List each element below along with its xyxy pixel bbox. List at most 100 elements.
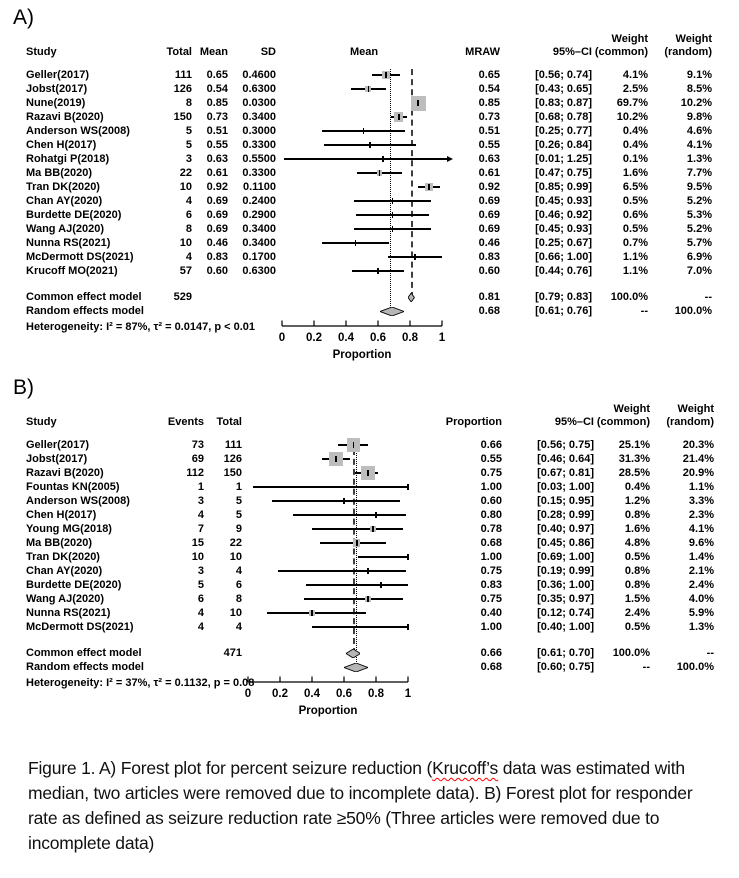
- point-estimate-tick: [391, 212, 394, 218]
- study-name: Chen H(2017): [26, 509, 97, 521]
- effect-value: 0.40: [480, 607, 502, 619]
- weight-random-header-top: Weight: [677, 402, 714, 415]
- ci-value: [0.19; 0.99]: [537, 565, 594, 577]
- axis-tick-label: 1: [405, 688, 412, 700]
- ci-value: [0.45; 0.93]: [535, 223, 592, 235]
- left-column-header: Total: [166, 46, 192, 58]
- weight-random-value: 2.4%: [688, 579, 714, 591]
- weight-random-header-top: Weight: [675, 32, 712, 45]
- forest-plot-cell: [276, 166, 452, 180]
- ci-value: [0.25; 0.67]: [535, 237, 592, 249]
- weight-common-value: 0.5%: [624, 551, 650, 563]
- study-stat: 0.3300: [242, 167, 276, 179]
- weight-common-header: (common): [596, 416, 650, 428]
- study-name: Tran DK(2020): [26, 551, 100, 563]
- study-stat: 0.3400: [242, 223, 276, 235]
- study-name: Wang AJ(2020): [26, 223, 105, 235]
- forest-plot-cell: [276, 152, 454, 166]
- weight-common-value: 0.5%: [622, 195, 648, 207]
- study-stat: 10: [179, 181, 192, 193]
- study-stat: 5: [235, 509, 242, 521]
- point-estimate-tick: [356, 540, 358, 546]
- study-stat: 5: [235, 495, 242, 507]
- forest-plot-cell: [242, 522, 418, 536]
- weight-random-value: 20.9%: [682, 467, 714, 479]
- study-stat: 0.60: [206, 265, 228, 277]
- forest-plot-cell: [242, 480, 418, 494]
- point-estimate-tick: [311, 610, 313, 616]
- point-estimate-tick: [380, 582, 382, 588]
- effect-value: 0.68: [480, 661, 502, 673]
- study-stat: 69: [191, 453, 204, 465]
- effect-value: 0.60: [480, 495, 502, 507]
- point-estimate-tick: [367, 596, 369, 602]
- study-stat: 0.3000: [242, 125, 276, 137]
- weight-common-value: 0.5%: [624, 621, 650, 633]
- point-estimate-tick: [372, 526, 374, 532]
- study-row: Burdette DE(2020) 5 6 0.83 [0.36; 1.00] 0.8% 2…: [0, 578, 739, 592]
- ci-value: [0.12; 0.74]: [537, 607, 594, 619]
- ci-line: [305, 584, 408, 586]
- weight-common-value: 1.5%: [624, 593, 650, 605]
- effect-value: 0.92: [478, 181, 500, 193]
- point-estimate-tick: [417, 100, 419, 106]
- study-stat: 0.6300: [242, 265, 276, 277]
- random-effects-row: Random effects model 0.68 [0.60; 0.75] -- 10…: [0, 660, 739, 674]
- ci-column-header: 95%–CI: [552, 46, 592, 58]
- study-stat: 5: [185, 139, 192, 151]
- study-name: Razavi B(2020): [26, 111, 104, 123]
- plot-body: Geller(2017) 111 0.65 0.4600 0.65 [0.56; 0.74…: [0, 68, 739, 318]
- weight-random-value: 4.0%: [688, 593, 714, 605]
- spacer-row: [0, 278, 739, 290]
- weight-random-value: 2.1%: [688, 565, 714, 577]
- plot-column-header: Mean: [349, 46, 379, 58]
- weight-random-value: 6.9%: [686, 251, 712, 263]
- study-name: McDermott DS(2021): [26, 251, 134, 263]
- weight-random-value: 4.1%: [688, 523, 714, 535]
- weight-common-header: (common): [594, 46, 648, 58]
- effect-value: 1.00: [480, 551, 502, 563]
- effect-value: 0.66: [480, 439, 502, 451]
- point-estimate-tick: [367, 568, 369, 574]
- figure-caption: Figure 1. A) Forest plot for percent sei…: [28, 756, 711, 855]
- study-stat: 22: [229, 537, 242, 549]
- ci-value: [0.45; 0.93]: [535, 195, 592, 207]
- weight-common-value: 4.8%: [624, 537, 650, 549]
- ci-value: [0.45; 0.86]: [537, 537, 594, 549]
- ci-column-header: 95%–CI: [554, 416, 594, 428]
- weight-common-value: 0.8%: [624, 579, 650, 591]
- ci-line: [312, 528, 404, 530]
- study-stat: 126: [173, 83, 192, 95]
- weight-random-value: 2.3%: [688, 509, 714, 521]
- study-stat: 4: [197, 607, 204, 619]
- weight-random-value: 9.8%: [686, 111, 712, 123]
- left-column-header: Mean: [199, 46, 228, 58]
- forest-plot-cell: [276, 264, 452, 278]
- study-name: McDermott DS(2021): [26, 621, 134, 633]
- ci-value: [0.35; 0.97]: [537, 593, 594, 605]
- forest-panel-a: A) Weight Weight Study Total Mean SD Mean MRAW 9…: [0, 6, 739, 370]
- ci-value: [0.36; 1.00]: [537, 579, 594, 591]
- study-row: Krucoff MO(2021) 57 0.60 0.6300 0.60 [0.44; 0…: [0, 264, 739, 278]
- study-stat: 22: [179, 167, 192, 179]
- weight-random-value: 21.4%: [682, 453, 714, 465]
- study-stat: 0.69: [206, 223, 228, 235]
- weight-common-value: 25.1%: [618, 439, 650, 451]
- point-estimate-tick: [377, 268, 379, 274]
- forest-plot-cell: [242, 578, 418, 592]
- study-stat: 0.55: [206, 139, 228, 151]
- weight-common-value: 100.0%: [612, 647, 650, 659]
- study-name: Nunna RS(2021): [26, 237, 111, 249]
- study-row: Geller(2017) 73 111 0.66 [0.56; 0.75] 25.1% 20…: [0, 438, 739, 452]
- effect-value: 0.78: [480, 523, 502, 535]
- weight-random-value: --: [706, 647, 714, 659]
- study-stat: 10: [229, 607, 242, 619]
- study-stat: 0.3300: [242, 139, 276, 151]
- forest-plot-cell: [276, 304, 452, 318]
- axis-tick-label: 0.8: [402, 332, 419, 344]
- caption-misspelled-word: Krucoff’s: [432, 758, 499, 778]
- ci-value: [0.85; 0.99]: [535, 181, 592, 193]
- x-axis: 0 0.2 0.4 0.6 0.8 1 Proportion: [279, 320, 446, 361]
- study-stat: 0.69: [206, 195, 228, 207]
- study-stat: 3: [197, 495, 204, 507]
